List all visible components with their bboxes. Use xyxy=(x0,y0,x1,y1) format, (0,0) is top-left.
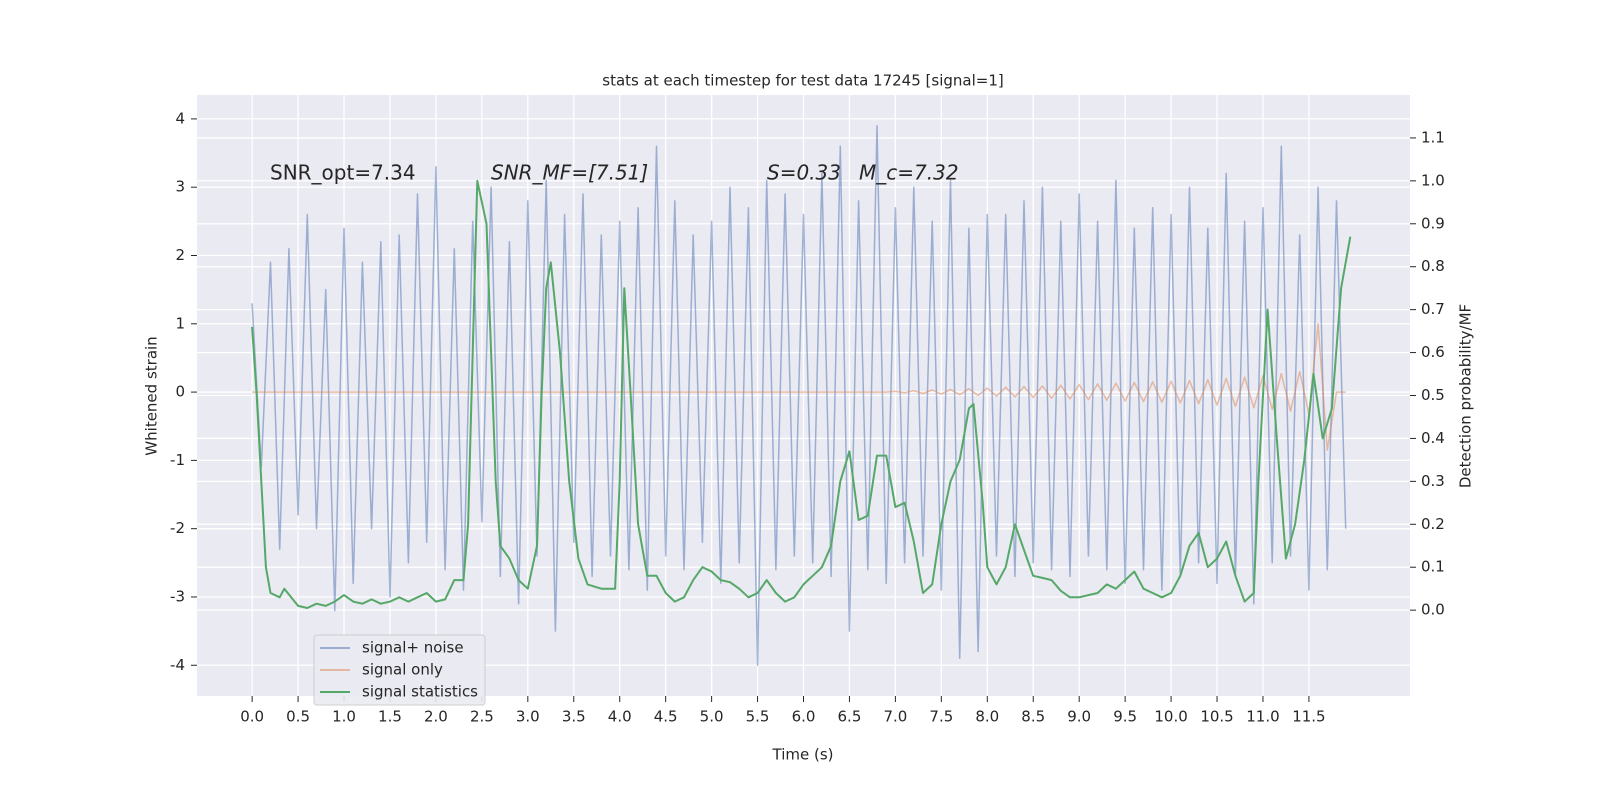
x-tick-label: 9.5 xyxy=(1113,708,1137,726)
y2-tick-label: 0.0 xyxy=(1421,601,1445,619)
y2-tick-label: 0.8 xyxy=(1421,257,1445,275)
x-tick-label: 2.5 xyxy=(470,708,494,726)
y2-tick-label: 1.0 xyxy=(1421,171,1445,189)
y2-tick-label: 0.3 xyxy=(1421,472,1445,490)
annotation: SNR_opt=7.34 xyxy=(270,161,416,185)
series-line xyxy=(252,323,1346,451)
y2-tick-label: 0.4 xyxy=(1421,429,1445,447)
x-tick-label: 0.0 xyxy=(240,708,264,726)
y-tick-label: 3 xyxy=(175,178,185,196)
y-tick-label: 2 xyxy=(175,246,185,264)
y-tick-label: 1 xyxy=(175,314,185,332)
y-tick-label: -2 xyxy=(170,519,185,537)
x-tick-label: 4.0 xyxy=(608,708,632,726)
y2-tick-label: 0.9 xyxy=(1421,214,1445,232)
x-tick-label: 11.0 xyxy=(1246,708,1279,726)
legend: signal+ noise signal only signal statistic… xyxy=(313,634,486,706)
x-tick-label: 5.5 xyxy=(746,708,770,726)
x-tick-label: 6.0 xyxy=(792,708,816,726)
y-tick-label: 0 xyxy=(175,383,185,401)
y2-tick-label: 0.1 xyxy=(1421,558,1445,576)
x-tick-label: 7.0 xyxy=(883,708,907,726)
legend-box xyxy=(313,634,486,706)
x-tick-label: 5.0 xyxy=(700,708,724,726)
x-tick-label: 1.5 xyxy=(378,708,402,726)
x-tick-label: 7.5 xyxy=(929,708,953,726)
y-tick-label: -1 xyxy=(170,451,185,469)
legend-label: signal+ noise xyxy=(362,639,464,657)
x-tick-label: 2.0 xyxy=(424,708,448,726)
x-tick-label: 8.0 xyxy=(975,708,999,726)
y2-tick-label: 0.2 xyxy=(1421,515,1445,533)
x-tick-label: 3.5 xyxy=(562,708,586,726)
series-line xyxy=(251,179,1352,609)
x-tick-label: 10.0 xyxy=(1154,708,1187,726)
x-tick-label: 11.5 xyxy=(1292,708,1325,726)
x-axis-label: Time (s) xyxy=(772,746,834,764)
y2-axis-label: Detection probability/MF xyxy=(1457,304,1475,488)
y2-tick-label: 0.6 xyxy=(1421,343,1445,361)
x-tick-label: 4.5 xyxy=(654,708,678,726)
annotation: M_c=7.32 xyxy=(859,161,959,185)
chart-title: stats at each timestep for test data 172… xyxy=(602,72,1003,90)
annotation: SNR_MF=[7.51] xyxy=(491,161,648,185)
annotation: S=0.33 xyxy=(767,161,841,185)
y-tick-label: -4 xyxy=(170,656,185,674)
x-tick-label: 1.0 xyxy=(332,708,356,726)
y-tick-label: -3 xyxy=(170,587,185,605)
y-tick-label: 4 xyxy=(175,109,185,127)
legend-label: signal only xyxy=(362,661,443,679)
series-line xyxy=(251,124,1347,667)
x-tick-label: 6.5 xyxy=(838,708,862,726)
x-tick-label: 9.0 xyxy=(1067,708,1091,726)
y2-tick-label: 0.7 xyxy=(1421,300,1445,318)
x-tick-label: 10.5 xyxy=(1200,708,1233,726)
y2-tick-label: 1.1 xyxy=(1421,128,1445,146)
x-tick-label: 3.0 xyxy=(516,708,540,726)
legend-label: signal statistics xyxy=(362,683,478,701)
y-axis-label: Whitened strain xyxy=(143,336,161,455)
x-tick-label: 8.5 xyxy=(1021,708,1045,726)
y2-tick-label: 0.5 xyxy=(1421,386,1445,404)
x-tick-label: 0.5 xyxy=(286,708,310,726)
